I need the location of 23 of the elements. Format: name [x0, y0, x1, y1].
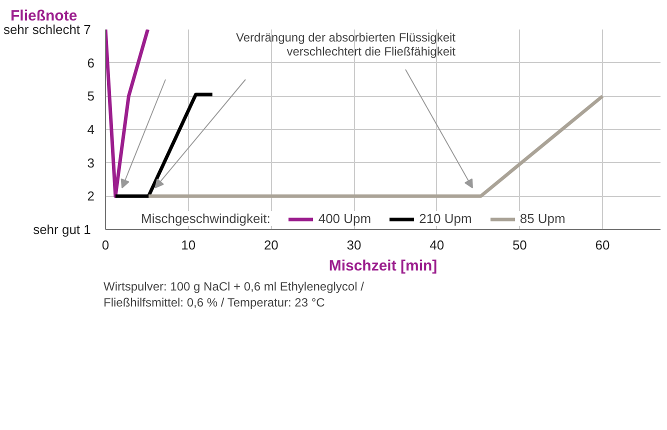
x-tick-label: 30: [346, 238, 362, 252]
text: Wirtspulver: 100 g NaCl + 0,6 ml Ethyleneglycol /: [104, 280, 365, 294]
legend-label: 85 Upm: [520, 211, 566, 226]
x-tick-label: 10: [181, 238, 196, 252]
legend-label: 210 Upm: [419, 211, 472, 226]
x-axis-title: Mischzeit [min]: [328, 258, 438, 274]
x-tick-label: 20: [264, 238, 278, 252]
legend-label: 400 Upm: [318, 211, 372, 226]
x-tick-label: 40: [430, 238, 444, 252]
y-tick-label: 4: [87, 122, 95, 137]
text: Fließhilfsmittel: 0,6 % / Temperatur: 23 °C: [104, 296, 326, 310]
legend-title: Mischgeschwindigkeit:: [141, 211, 270, 226]
x-tick-label: 50: [512, 238, 527, 252]
x-tick-label: 0: [102, 238, 110, 252]
y-tick-label: 6: [87, 55, 95, 70]
chart-title: Fließnote: [10, 8, 78, 24]
y-tick-label: 5: [87, 88, 95, 104]
x-tick-label: 60: [595, 238, 610, 252]
annotation: Verdrängung der absorbierten Flüssigkeit verschlechtert die Fließfähigkeit: [236, 30, 456, 58]
y-tick-label: sehr gut 1: [33, 222, 91, 237]
y-tick-label: sehr schlecht 7: [3, 22, 91, 37]
y-tick-label: 3: [87, 155, 95, 170]
y-tick-label: 2: [87, 188, 95, 204]
